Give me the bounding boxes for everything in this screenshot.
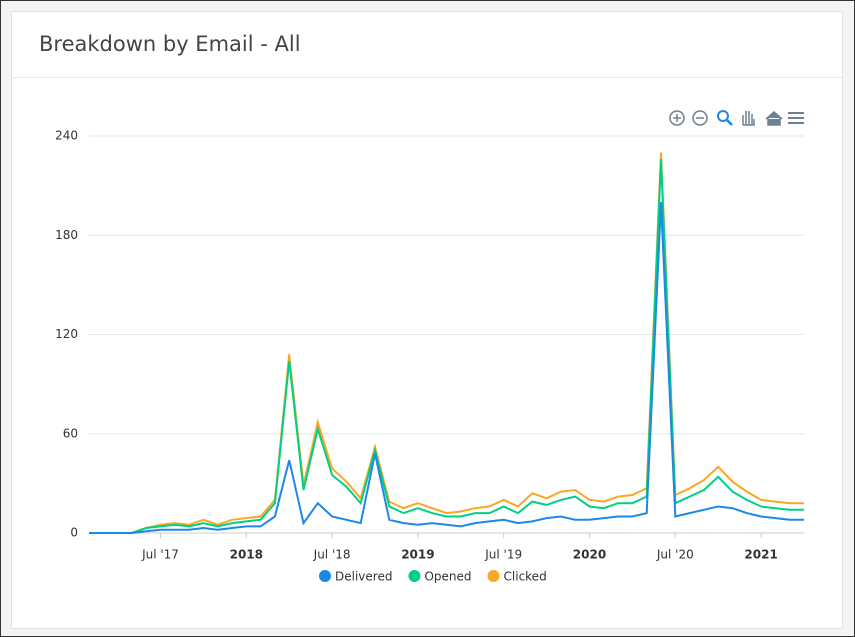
x-tick-label: 2019 bbox=[401, 548, 434, 562]
y-tick-label: 0 bbox=[70, 526, 78, 540]
card: Breakdown by Email - All bbox=[11, 11, 843, 629]
series-line bbox=[89, 152, 804, 534]
x-tick-label: 2018 bbox=[230, 548, 263, 562]
legend-item[interactable]: Opened bbox=[408, 570, 472, 584]
x-tick-label: Jul '20 bbox=[656, 548, 694, 562]
legend-label: Clicked bbox=[504, 570, 547, 584]
y-tick-label: 240 bbox=[55, 129, 78, 143]
separator bbox=[12, 77, 842, 78]
legend-label: Delivered bbox=[335, 570, 392, 584]
y-tick-label: 120 bbox=[55, 327, 78, 341]
x-tick-label: 2020 bbox=[573, 548, 606, 562]
x-tick-label: Jul '19 bbox=[484, 548, 522, 562]
series-line bbox=[89, 202, 804, 534]
legend-marker bbox=[319, 570, 331, 582]
legend-marker bbox=[487, 570, 500, 582]
toolbar[interactable] bbox=[669, 110, 804, 126]
y-tick-label: 60 bbox=[63, 426, 78, 440]
legend-item[interactable]: Delivered bbox=[319, 570, 392, 584]
legend-label: Opened bbox=[424, 570, 471, 584]
x-tick-label: Jul '17 bbox=[141, 548, 179, 562]
legend-item[interactable]: Clicked bbox=[487, 570, 547, 584]
series-line bbox=[89, 159, 804, 534]
x-tick-label: Jul '18 bbox=[313, 548, 351, 562]
card-title: Breakdown by Email - All bbox=[39, 32, 301, 56]
y-tick-label: 180 bbox=[55, 228, 78, 242]
legend-marker bbox=[408, 570, 421, 582]
x-tick-label: 2021 bbox=[744, 548, 777, 562]
